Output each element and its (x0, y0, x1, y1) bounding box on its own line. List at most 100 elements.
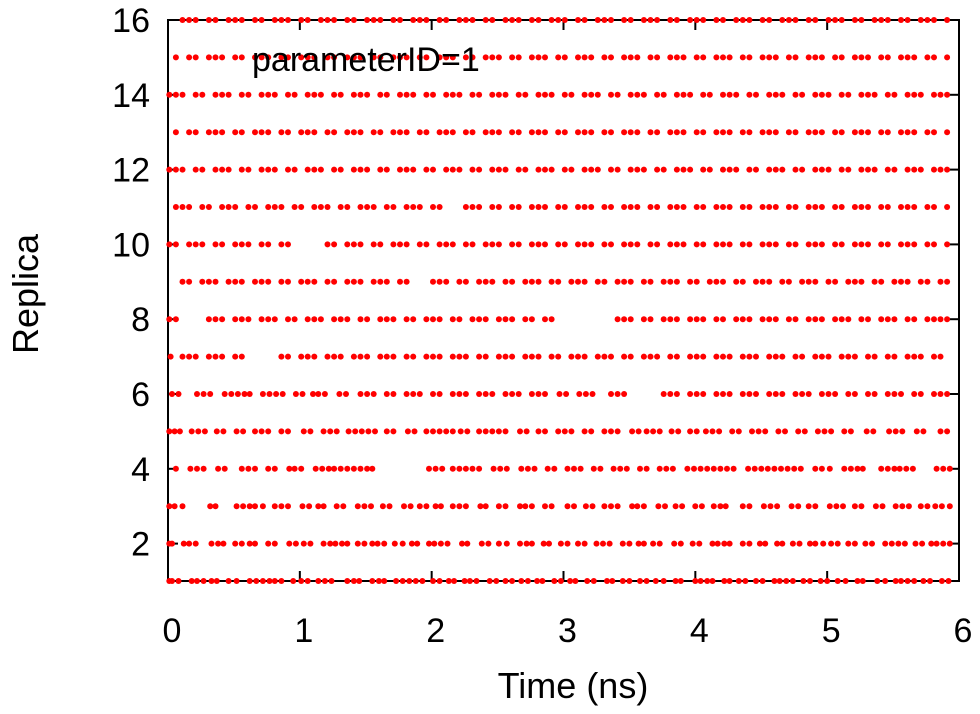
data-point (315, 503, 322, 510)
data-point (258, 428, 265, 435)
data-point (331, 353, 338, 360)
data-point (610, 465, 617, 472)
data-point (667, 316, 674, 323)
data-point (476, 278, 483, 285)
data-point (307, 540, 314, 547)
data-point (449, 129, 456, 136)
data-point (403, 316, 410, 323)
data-point (462, 503, 469, 510)
data-point (792, 316, 799, 323)
data-point (696, 540, 703, 547)
data-point (265, 166, 272, 173)
data-point (343, 391, 349, 397)
data-point (502, 278, 509, 285)
data-point (564, 465, 571, 472)
data-point (299, 391, 306, 397)
data-point (390, 316, 397, 323)
data-point (311, 316, 318, 323)
data-point (285, 353, 291, 360)
data-point (200, 465, 207, 472)
data-point (671, 540, 678, 547)
data-point (430, 166, 436, 173)
data-point (766, 17, 773, 23)
data-point (693, 54, 700, 61)
data-point (522, 166, 529, 173)
data-point (456, 465, 463, 472)
data-point (464, 540, 471, 547)
data-point (528, 316, 535, 323)
data-point (397, 241, 403, 248)
data-point (924, 17, 931, 23)
data-point (660, 316, 667, 323)
data-point (350, 129, 357, 136)
data-point (241, 391, 248, 397)
data-point (746, 166, 753, 173)
data-point (535, 204, 542, 210)
data-point (634, 166, 641, 173)
data-point (443, 278, 450, 285)
data-point (258, 166, 265, 173)
data-point (542, 129, 548, 136)
data-point (746, 91, 753, 98)
data-point (304, 129, 311, 136)
data-point (680, 241, 687, 248)
data-point (423, 241, 430, 248)
data-point (443, 129, 450, 136)
data-point (292, 540, 299, 547)
data-point (430, 428, 436, 435)
data-point (647, 129, 654, 136)
data-point (509, 316, 516, 323)
data-point (548, 17, 555, 23)
data-point (724, 465, 730, 472)
plot-frame (167, 19, 960, 582)
data-point (858, 241, 865, 248)
data-point (931, 129, 937, 136)
data-point (792, 91, 799, 98)
data-point (862, 540, 869, 547)
data-point (832, 241, 839, 248)
data-point (746, 540, 753, 547)
data-point (232, 241, 239, 248)
data-point (515, 54, 522, 61)
data-point (927, 578, 933, 584)
data-point (423, 54, 430, 61)
data-point (495, 428, 502, 435)
data-point (186, 353, 193, 360)
data-point (892, 503, 899, 510)
data-point (502, 428, 509, 435)
data-point (944, 17, 951, 23)
data-point (179, 91, 186, 98)
data-point (791, 465, 798, 472)
data-point (557, 578, 564, 584)
data-point (482, 391, 489, 397)
data-point (317, 316, 324, 323)
data-point (568, 428, 575, 435)
data-point (640, 17, 647, 23)
data-point (331, 129, 338, 136)
data-point (298, 578, 305, 584)
data-point (495, 166, 502, 173)
data-point (357, 91, 364, 98)
data-point (838, 353, 845, 360)
data-point (271, 503, 278, 510)
data-point (581, 166, 588, 173)
data-point (924, 316, 931, 323)
data-point (390, 129, 397, 136)
data-point (911, 241, 918, 248)
data-point (304, 166, 311, 173)
data-point (350, 465, 357, 472)
data-point (898, 54, 904, 61)
data-point (739, 204, 746, 210)
data-point (233, 578, 240, 584)
data-point (834, 540, 841, 547)
data-point (238, 241, 245, 248)
x-tick-label: 4 (690, 612, 709, 650)
data-point (805, 204, 812, 210)
axis-ticks (167, 19, 960, 581)
data-point (772, 204, 779, 210)
data-point (568, 353, 575, 360)
data-point (364, 204, 371, 210)
data-point (265, 316, 272, 323)
data-point (851, 540, 858, 547)
data-point (938, 503, 945, 510)
